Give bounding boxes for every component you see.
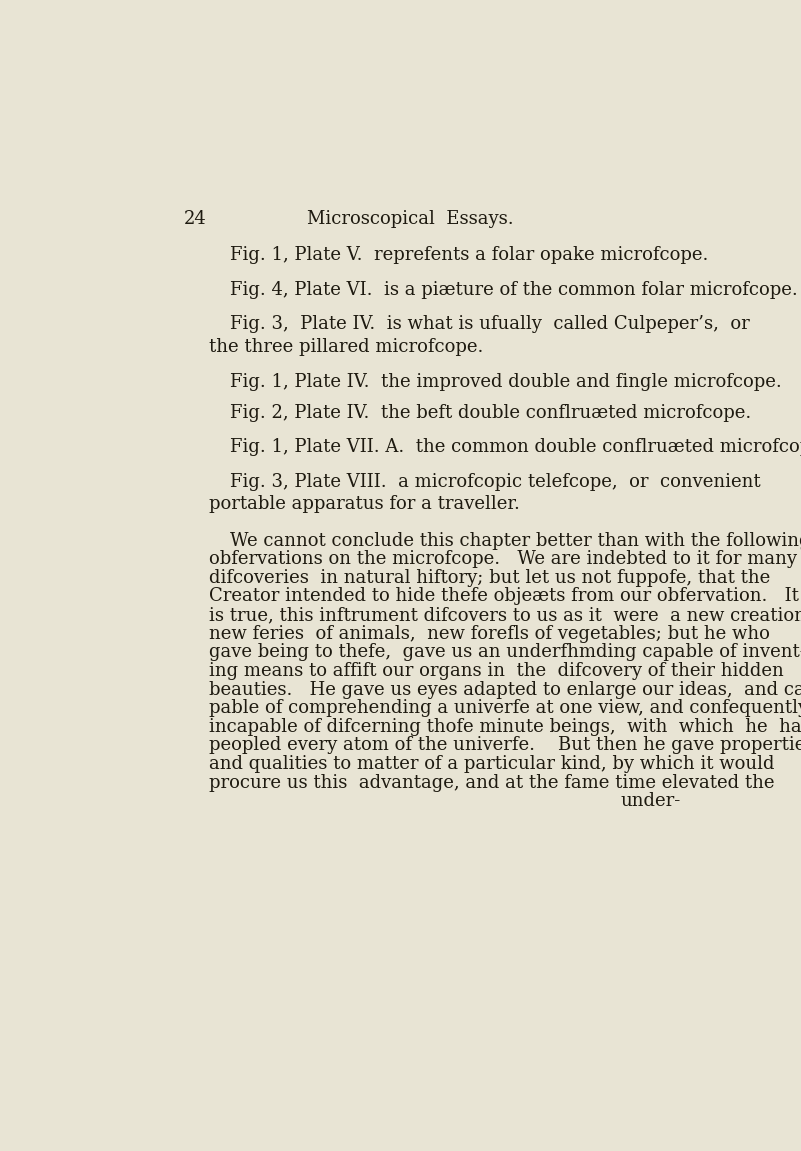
Text: Fig. 3, Plate VIII.  a microfcopic telefcope,  or  convenient: Fig. 3, Plate VIII. a microfcopic telefc… xyxy=(231,473,761,491)
Text: Fig. 1, Plate VII. A.  the common double conflruæted microfcope.: Fig. 1, Plate VII. A. the common double … xyxy=(231,437,801,456)
Text: is true, this inftrument difcovers to us as it  were  a new creation,: is true, this inftrument difcovers to us… xyxy=(209,607,801,624)
Text: Creator intended to hide thefe objeæts from our obfervation.   It: Creator intended to hide thefe objeæts f… xyxy=(209,587,799,605)
Text: ing means to affift our organs in  the  difcovery of their hidden: ing means to affift our organs in the di… xyxy=(209,662,783,680)
Text: and qualities to matter of a particular kind, by which it would: and qualities to matter of a particular … xyxy=(209,755,775,773)
Text: We cannot conclude this chapter better than with the following: We cannot conclude this chapter better t… xyxy=(231,532,801,550)
Text: obfervations on the microfcope.   We are indebted to it for many: obfervations on the microfcope. We are i… xyxy=(209,550,797,569)
Text: portable apparatus for a traveller.: portable apparatus for a traveller. xyxy=(209,495,520,513)
Text: Microscopical  Essays.: Microscopical Essays. xyxy=(308,209,513,228)
Text: pable of comprehending a univerfe at one view, and confequently: pable of comprehending a univerfe at one… xyxy=(209,699,801,717)
Text: peopled every atom of the univerfe.    But then he gave properties: peopled every atom of the univerfe. But … xyxy=(209,737,801,754)
Text: Fig. 2, Plate IV.  the beft double conflruæted microfcope.: Fig. 2, Plate IV. the beft double conflr… xyxy=(231,404,751,422)
Text: incapable of difcerning thofe minute beings,  with  which  he  has: incapable of difcerning thofe minute bei… xyxy=(209,718,801,735)
Text: Fig. 3,  Plate IV.  is what is ufually  called Culpeper’s,  or: Fig. 3, Plate IV. is what is ufually cal… xyxy=(231,315,751,334)
Text: gave being to thefe,  gave us an underfhmding capable of invent-: gave being to thefe, gave us an underfhm… xyxy=(209,643,801,662)
Text: Fig. 1, Plate IV.  the improved double and fingle microfcope.: Fig. 1, Plate IV. the improved double an… xyxy=(231,373,783,391)
Text: new feries  of animals,  new forefls of vegetables; but he who: new feries of animals, new forefls of ve… xyxy=(209,625,770,642)
Text: Fig. 1, Plate V.  reprefents a folar opake microfcope.: Fig. 1, Plate V. reprefents a folar opak… xyxy=(231,246,709,265)
Text: beauties.   He gave us eyes adapted to enlarge our ideas,  and ca-: beauties. He gave us eyes adapted to enl… xyxy=(209,680,801,699)
Text: the three pillared microfcope.: the three pillared microfcope. xyxy=(209,337,483,356)
Text: difcoveries  in natural hiftory; but let us not fuppofe, that the: difcoveries in natural hiftory; but let … xyxy=(209,569,770,587)
Text: 24: 24 xyxy=(184,209,207,228)
Text: procure us this  advantage, and at the fame time elevated the: procure us this advantage, and at the fa… xyxy=(209,773,775,792)
Text: under-: under- xyxy=(620,792,681,810)
Text: Fig. 4, Plate VI.  is a piæture of the common folar microfcope.: Fig. 4, Plate VI. is a piæture of the co… xyxy=(231,281,799,299)
